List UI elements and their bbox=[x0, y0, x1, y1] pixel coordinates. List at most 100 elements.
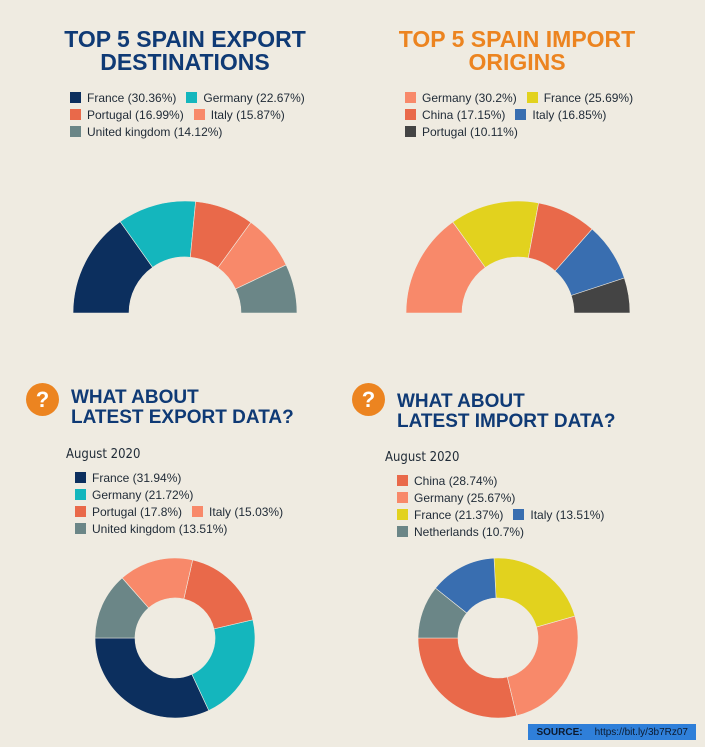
latest-export-period: August 2020 bbox=[66, 447, 141, 462]
legend-item-france: France (31.94%) bbox=[75, 471, 181, 485]
legend-row: United kingdom (14.12%) bbox=[70, 123, 315, 140]
legend-label-portugal: Portugal (16.99%) bbox=[87, 107, 184, 122]
latest-export-legend: France (31.94%) Germany (21.72%) Portugal … bbox=[75, 469, 293, 537]
slice-china bbox=[417, 637, 518, 719]
legend-row: France (30.36%) Germany (22.67%) bbox=[70, 89, 315, 106]
legend-row: United kingdom (13.51%) bbox=[75, 520, 293, 537]
legend-row: China (17.15%) Italy (16.85%) bbox=[405, 106, 643, 123]
legend-swatch-portugal bbox=[405, 126, 416, 137]
latest-export-title-line-2: LATEST EXPORT DATA? bbox=[71, 407, 294, 428]
legend-swatch-germany bbox=[405, 92, 416, 103]
legend-label-france: France (31.94%) bbox=[92, 470, 182, 485]
legend-swatch-germany bbox=[186, 92, 198, 103]
legend-item-germany: Germany (30.2%) bbox=[405, 91, 517, 105]
legend-label-germany: Germany (30.2%) bbox=[422, 90, 517, 105]
slice-germany bbox=[506, 615, 579, 717]
legend-label-germany: Germany (25.67%) bbox=[414, 490, 516, 505]
import-origins-title-line-1: TOP 5 SPAIN IMPORT bbox=[398, 26, 636, 52]
legend-swatch-united-kingdom bbox=[75, 523, 86, 534]
legend-label-italy: Italy (15.03%) bbox=[209, 504, 284, 519]
legend-label-united-kingdom: United kingdom (14.12%) bbox=[87, 124, 223, 139]
legend-item-china: China (17.15%) bbox=[405, 108, 505, 122]
legend-swatch-italy bbox=[193, 109, 205, 120]
legend-item-italy: Italy (15.87%) bbox=[193, 107, 285, 122]
latest-import-title-line-1: WHAT ABOUT bbox=[397, 391, 525, 412]
legend-row: Netherlands (10.7%) bbox=[397, 523, 614, 540]
source-label: SOURCE: bbox=[536, 726, 583, 738]
legend-label-italy: Italy (13.51%) bbox=[530, 507, 605, 522]
import-origins-title: TOP 5 SPAIN IMPORT ORIGINS bbox=[372, 28, 662, 74]
export-destinations-title-line-2: DESTINATIONS bbox=[100, 49, 270, 75]
slice-united-kingdom bbox=[235, 264, 298, 314]
latest-import-title: WHAT ABOUT LATEST IMPORT DATA? bbox=[397, 392, 615, 432]
legend-row: France (21.37%) Italy (13.51%) bbox=[397, 506, 614, 523]
legend-label-portugal: Portugal (10.11%) bbox=[422, 124, 518, 139]
latest-export-title-line-1: WHAT ABOUT bbox=[71, 387, 199, 408]
legend-label-netherlands: Netherlands (10.7%) bbox=[414, 524, 525, 539]
legend-item-germany: Germany (22.67%) bbox=[186, 90, 305, 105]
legend-swatch-france bbox=[70, 92, 81, 103]
import-origins-chart bbox=[405, 200, 631, 314]
legend-item-france: France (30.36%) bbox=[70, 91, 176, 105]
legend-swatch-united-kingdom bbox=[70, 126, 81, 137]
legend-row: China (28.74%) bbox=[397, 472, 614, 489]
legend-item-italy: Italy (13.51%) bbox=[513, 508, 604, 522]
latest-import-title-line-2: LATEST IMPORT DATA? bbox=[397, 411, 616, 432]
legend-row: France (31.94%) bbox=[75, 469, 293, 486]
legend-label-italy: Italy (16.85%) bbox=[532, 107, 607, 122]
legend-row: Portugal (17.8%) Italy (15.03%) bbox=[75, 503, 293, 520]
legend-item-portugal: Portugal (16.99%) bbox=[70, 108, 184, 122]
latest-export-chart bbox=[94, 557, 256, 719]
export-destinations-title: TOP 5 SPAIN EXPORT DESTINATIONS bbox=[40, 28, 330, 74]
source-badge: SOURCE: https://bit.ly/3b7Rz07 bbox=[528, 724, 696, 740]
question-icon-export: ? bbox=[26, 383, 59, 416]
slice-france bbox=[94, 637, 210, 719]
source-url[interactable]: https://bit.ly/3b7Rz07 bbox=[594, 726, 688, 738]
legend-swatch-portugal bbox=[75, 506, 86, 517]
legend-item-france: France (21.37%) bbox=[397, 508, 503, 522]
export-destinations-title-line-1: TOP 5 SPAIN EXPORT bbox=[64, 26, 306, 52]
legend-label-france: France (21.37%) bbox=[414, 507, 504, 522]
question-icon-import: ? bbox=[352, 383, 385, 416]
legend-swatch-france bbox=[397, 509, 408, 520]
legend-item-italy: Italy (15.03%) bbox=[192, 505, 283, 519]
slice-portugal bbox=[570, 277, 631, 314]
export-destinations-legend: France (30.36%) Germany (22.67%) Portugal … bbox=[70, 89, 315, 140]
legend-row: Germany (25.67%) bbox=[397, 489, 614, 506]
legend-item-netherlands: Netherlands (10.7%) bbox=[397, 525, 524, 539]
legend-row: Portugal (10.11%) bbox=[405, 123, 643, 140]
legend-swatch-portugal bbox=[70, 109, 81, 120]
legend-label-france: France (30.36%) bbox=[87, 90, 177, 105]
legend-label-china: China (17.15%) bbox=[422, 107, 506, 122]
legend-swatch-italy bbox=[192, 506, 204, 517]
latest-import-period: August 2020 bbox=[385, 450, 460, 465]
legend-label-portugal: Portugal (17.8%) bbox=[92, 504, 183, 519]
legend-swatch-france bbox=[526, 92, 538, 103]
legend-swatch-netherlands bbox=[397, 526, 408, 537]
slice-france bbox=[493, 557, 576, 628]
export-destinations-chart bbox=[72, 200, 298, 314]
legend-item-italy: Italy (16.85%) bbox=[515, 108, 606, 122]
latest-export-title: WHAT ABOUT LATEST EXPORT DATA? bbox=[71, 388, 294, 428]
import-origins-title-line-2: ORIGINS bbox=[468, 49, 566, 75]
legend-label-germany: Germany (21.72%) bbox=[92, 487, 194, 502]
slice-portugal bbox=[183, 559, 254, 630]
latest-import-chart bbox=[417, 557, 579, 719]
legend-item-united-kingdom: United kingdom (13.51%) bbox=[75, 522, 227, 536]
legend-label-china: China (28.74%) bbox=[414, 473, 498, 488]
legend-row: Germany (21.72%) bbox=[75, 486, 293, 503]
legend-row: Portugal (16.99%) Italy (15.87%) bbox=[70, 106, 315, 123]
legend-swatch-italy bbox=[515, 109, 527, 120]
legend-item-germany: Germany (25.67%) bbox=[397, 491, 515, 505]
legend-label-italy: Italy (15.87%) bbox=[210, 107, 285, 122]
legend-label-germany: Germany (22.67%) bbox=[203, 90, 305, 105]
slice-united-kingdom bbox=[94, 577, 149, 639]
legend-swatch-china bbox=[405, 109, 416, 120]
legend-item-portugal: Portugal (17.8%) bbox=[75, 505, 182, 519]
legend-swatch-china bbox=[397, 475, 408, 486]
legend-item-portugal: Portugal (10.11%) bbox=[405, 125, 518, 139]
legend-item-germany: Germany (21.72%) bbox=[75, 488, 193, 502]
latest-import-legend: China (28.74%) Germany (25.67%) France (21… bbox=[397, 472, 614, 540]
legend-label-united-kingdom: United kingdom (13.51%) bbox=[92, 521, 228, 536]
legend-label-france: France (25.69%) bbox=[543, 90, 634, 105]
